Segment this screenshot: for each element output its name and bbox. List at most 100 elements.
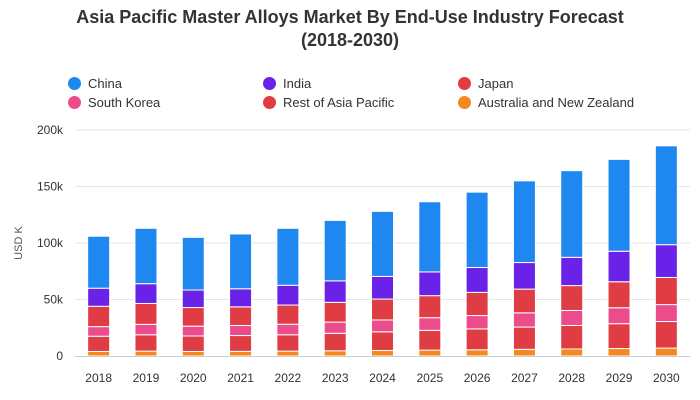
chart-title: Asia Pacific Master Alloys Market By End… (0, 6, 700, 52)
bar-segment (560, 170, 584, 258)
legend-item-japan[interactable]: Japan (458, 75, 513, 91)
bar-segment (465, 267, 489, 293)
legend-marker-china (68, 76, 81, 90)
y-tick-label: 100k (37, 236, 64, 250)
bar-segment (134, 334, 158, 352)
legend-label-australia-new-zealand: Australia and New Zealand (478, 94, 635, 110)
bar-segment (418, 271, 442, 297)
bar-segment (229, 306, 253, 326)
bar-segment (560, 285, 584, 311)
legend-label-rest-of-asia-pacific: Rest of Asia Pacific (283, 94, 395, 110)
y-tick-label: 50k (44, 293, 64, 307)
bar-segment (87, 287, 111, 307)
bar-segment (276, 350, 300, 357)
bar-segment (607, 307, 631, 325)
legend-item-south-korea[interactable]: South Korea (68, 94, 160, 110)
bar-segment (276, 334, 300, 352)
bar-segment (323, 219, 347, 282)
bar-segment (87, 235, 111, 289)
bar-segment (512, 312, 536, 328)
bar-segment (87, 326, 111, 337)
x-tick-label: 2030 (653, 371, 680, 385)
bar-segment (229, 324, 253, 337)
legend-label-india: India (283, 75, 312, 91)
bar-segment (607, 158, 631, 252)
bar-segment (512, 288, 536, 314)
bar-segment (560, 348, 584, 357)
legend-marker-australia-new-zealand (458, 95, 471, 109)
bar-segment (134, 302, 158, 325)
bar-segment (276, 227, 300, 286)
x-tick-label: 2029 (606, 371, 633, 385)
x-tick-label: 2027 (511, 371, 538, 385)
bar-segment (607, 250, 631, 283)
axis-layer: 0 50k 100k 150k 200k 2018 2019 2020 2021 2022 2023… (37, 123, 690, 385)
bar-layer (87, 145, 678, 357)
bar-segment (181, 350, 205, 357)
bar-segment (181, 236, 205, 291)
bar-segment (181, 335, 205, 352)
legend-label-south-korea: South Korea (88, 94, 161, 110)
legend-item-india[interactable]: India (263, 75, 311, 91)
bar-segment (654, 276, 678, 306)
legend-item-china[interactable]: China (68, 75, 122, 91)
bar-segment (465, 191, 489, 269)
bar-segment (371, 210, 394, 277)
bar-segment (229, 233, 253, 290)
bar-segment (276, 304, 300, 325)
bar-segment (87, 335, 111, 352)
bar-segment (512, 348, 536, 357)
x-tick-label: 2028 (558, 371, 585, 385)
x-tick-label: 2026 (464, 371, 491, 385)
bar-segment (87, 350, 111, 357)
x-tick-label: 2025 (416, 371, 443, 385)
bar-segment (371, 275, 394, 300)
bar-segment (560, 309, 584, 326)
bar-segment (465, 328, 489, 351)
x-tick-label: 2023 (322, 371, 349, 385)
bar-segment (276, 323, 300, 336)
bar-segment (134, 350, 158, 357)
bar-segment (512, 326, 536, 350)
legend-label-japan: Japan (478, 75, 514, 91)
bar-segment (134, 323, 158, 336)
bar-segment (607, 281, 631, 309)
bar-segment (465, 349, 489, 357)
y-tick-label: 150k (37, 180, 64, 194)
x-tick-label: 2021 (227, 371, 254, 385)
bar-segment (323, 332, 347, 352)
bar-segment (229, 335, 253, 352)
y-tick-label: 0 (56, 349, 63, 363)
legend: China India Japan South Korea Rest of As… (0, 0, 700, 120)
bar-segment (654, 347, 678, 357)
bar-segment (512, 180, 536, 264)
bar-segment (418, 201, 442, 273)
bar-segment (371, 319, 394, 333)
chart-title-line-1: Asia Pacific Master Alloys Market By End… (76, 7, 624, 27)
bar-segment (371, 349, 394, 357)
bar-segment (654, 321, 678, 349)
bar-segment (181, 325, 205, 337)
y-tick-label: 200k (37, 123, 64, 137)
bar-segment (323, 301, 347, 323)
bar-segment (465, 315, 489, 330)
legend-label-china: China (88, 75, 122, 91)
chart-title-line-2: (2018-2030) (300, 30, 400, 50)
bar-segment (418, 295, 442, 319)
bar-segment (87, 305, 111, 328)
bar-segment (654, 304, 678, 323)
bar-segment (560, 324, 584, 350)
bar-segment (323, 280, 347, 303)
bar-segment (181, 307, 205, 327)
bar-segment (418, 317, 442, 331)
x-tick-label: 2020 (180, 371, 207, 385)
bar-segment (465, 291, 489, 317)
y-axis-title: USD K (13, 226, 25, 260)
legend-item-australia-new-zealand[interactable]: Australia and New Zealand (458, 94, 634, 110)
legend-item-rest-of-asia-pacific[interactable]: Rest of Asia Pacific (263, 94, 394, 110)
bar-segment (418, 349, 442, 357)
bar-segment (181, 289, 205, 309)
x-tick-label: 2018 (85, 371, 112, 385)
